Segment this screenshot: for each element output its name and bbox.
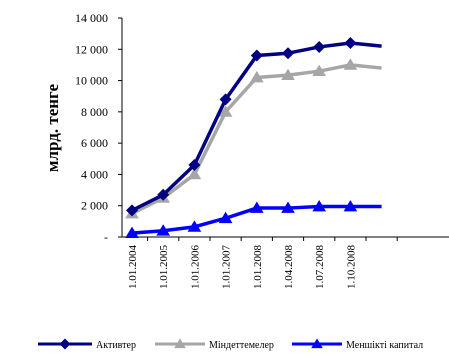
data-point xyxy=(250,49,263,62)
legend-marker xyxy=(311,338,323,349)
data-point xyxy=(249,70,264,83)
data-point xyxy=(188,159,201,172)
y-tick-label: 12 000 xyxy=(75,42,108,56)
data-point xyxy=(187,220,202,232)
x-tick-label: 1.10.2008 xyxy=(345,245,357,290)
data-point xyxy=(343,58,358,70)
data-point xyxy=(125,226,139,238)
legend-item: Активтер xyxy=(38,338,136,351)
data-point xyxy=(249,201,264,213)
x-tick-label: 1.04.2008 xyxy=(283,245,295,290)
data-point xyxy=(343,199,358,212)
data-point xyxy=(281,201,295,213)
x-tick-label: 1.07.2008 xyxy=(314,245,326,290)
data-point xyxy=(187,167,202,180)
series-2 xyxy=(125,199,382,238)
y-tick-label: 6 000 xyxy=(81,136,108,150)
legend: Активтер Міндеттемелер Меншікті капитал xyxy=(38,338,423,351)
series-line xyxy=(131,41,382,212)
y-ticks: - 2 000 4 000 6 000 8 000 10 000 12 000 14 000 xyxy=(75,11,122,244)
data-point xyxy=(218,211,233,224)
data-point xyxy=(126,204,138,217)
y-tick-label: 4 000 xyxy=(81,167,108,181)
legend-label: Міндеттемелер xyxy=(209,340,274,351)
data-point xyxy=(281,68,295,80)
legend-item: Міндеттемелер xyxy=(155,338,274,351)
data-point xyxy=(156,224,171,236)
x-tick-label: 1.01.2004 xyxy=(127,245,139,290)
axes xyxy=(121,18,449,238)
data-point xyxy=(312,64,327,77)
x-tick-label: 1.01.2007 xyxy=(221,245,233,290)
data-point xyxy=(157,188,170,201)
series-line xyxy=(131,63,382,216)
y-tick-label: 8 000 xyxy=(81,105,108,119)
data-point xyxy=(219,93,232,106)
x-tick-label: 1.01.2005 xyxy=(158,245,170,290)
x-tick-label: 1.01.2006 xyxy=(189,245,201,290)
data-point xyxy=(312,199,327,212)
legend-label: Активтер xyxy=(96,340,136,351)
series-0 xyxy=(126,37,382,217)
x-ticks: 1.01.2004 1.01.2005 1.01.2006 1.01.2007 1.01… xyxy=(127,237,398,290)
y-tick-label: - xyxy=(104,230,108,244)
legend-item: Меншікті капитал xyxy=(292,338,423,351)
legend-marker xyxy=(174,338,186,349)
y-tick-label: 14 000 xyxy=(75,11,108,25)
data-point xyxy=(313,40,326,53)
y-tick-label: 2 000 xyxy=(81,199,108,213)
y-axis-title: млрд. тенге xyxy=(43,83,62,172)
x-tick-label: 1.01.2008 xyxy=(252,245,264,290)
y-axis-title-group: млрд. тенге xyxy=(43,83,62,172)
data-point xyxy=(344,37,357,50)
legend-label: Меншікті капитал xyxy=(346,340,423,351)
y-tick-label: 10 000 xyxy=(75,74,108,88)
legend-marker xyxy=(59,338,71,350)
series-layer xyxy=(125,37,382,238)
data-point xyxy=(218,105,233,117)
data-point xyxy=(282,47,294,60)
